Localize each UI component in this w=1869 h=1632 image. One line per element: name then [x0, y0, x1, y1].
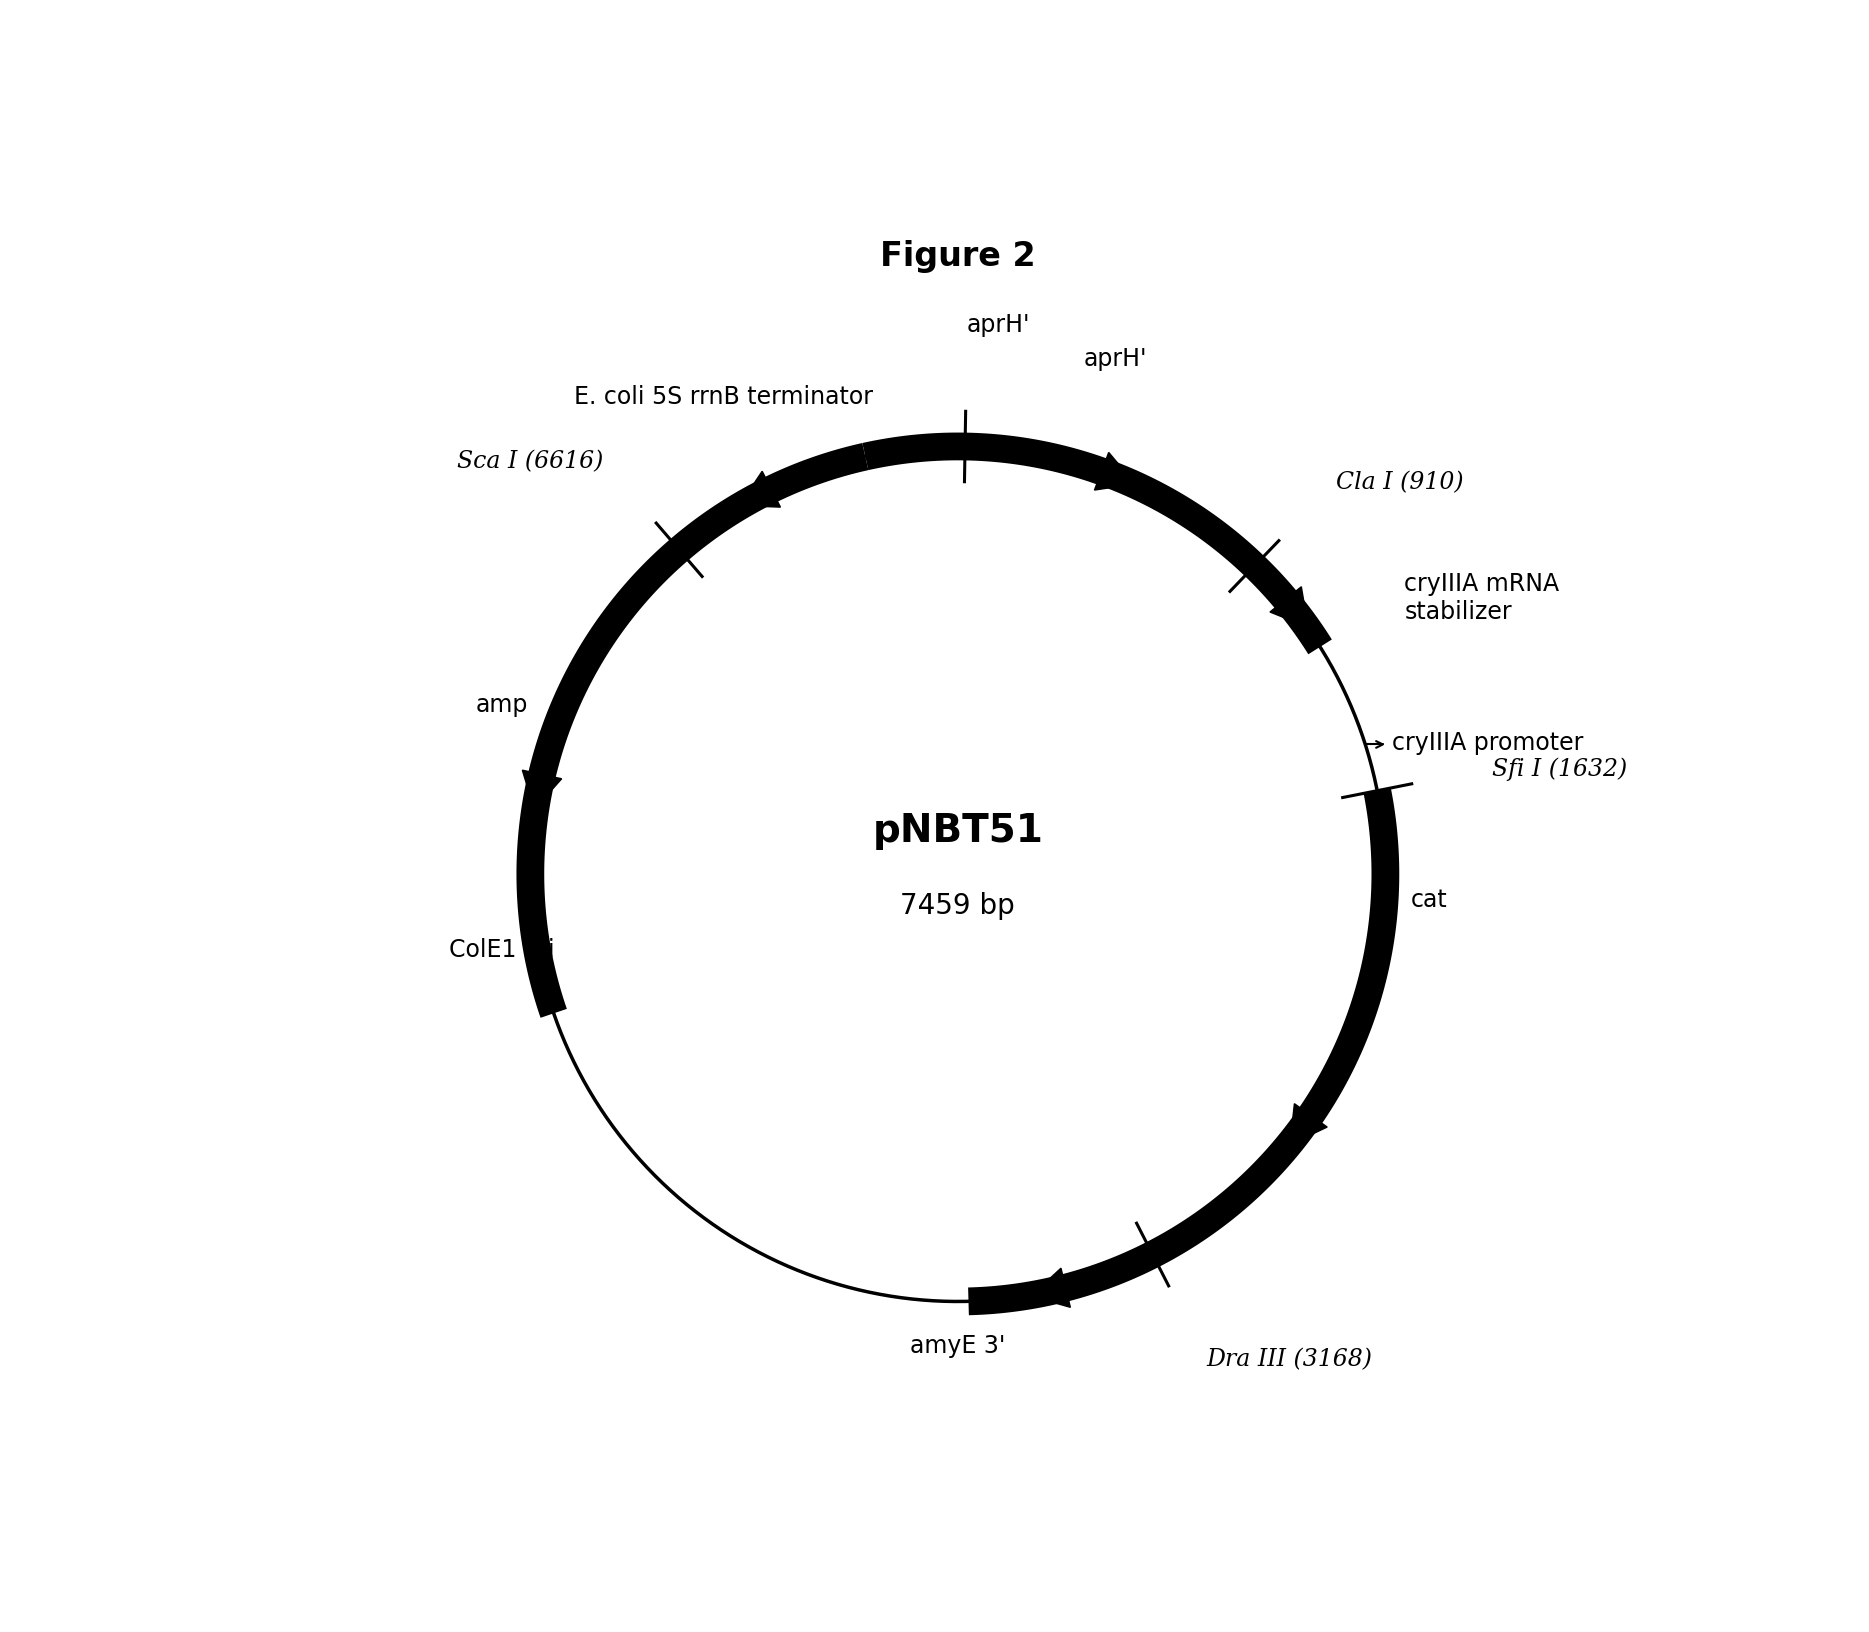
- Text: Dra III (3168): Dra III (3168): [1206, 1348, 1372, 1371]
- Text: Sca I (6616): Sca I (6616): [456, 450, 604, 473]
- Text: amyE 3': amyE 3': [910, 1333, 1006, 1358]
- Text: ColE1 ori: ColE1 ori: [449, 938, 555, 961]
- Polygon shape: [1030, 1268, 1071, 1307]
- Text: 7459 bp: 7459 bp: [901, 891, 1015, 920]
- Text: Sfi I (1632): Sfi I (1632): [1491, 757, 1628, 780]
- Text: Cla I (910): Cla I (910): [1336, 472, 1463, 494]
- Text: E. coli 5S rrnB terminator: E. coli 5S rrnB terminator: [574, 385, 873, 410]
- Polygon shape: [1290, 1103, 1327, 1146]
- Text: amp: amp: [475, 694, 527, 716]
- Polygon shape: [1095, 454, 1134, 491]
- Text: cryIIIA mRNA
stabilizer: cryIIIA mRNA stabilizer: [1404, 573, 1559, 623]
- Text: aprH': aprH': [1084, 348, 1148, 370]
- Polygon shape: [1269, 588, 1308, 628]
- Polygon shape: [740, 472, 781, 508]
- Text: Figure 2: Figure 2: [880, 240, 1035, 273]
- Text: pNBT51: pNBT51: [873, 811, 1043, 849]
- Text: cat: cat: [1411, 888, 1447, 912]
- Text: cryIIIA promoter: cryIIIA promoter: [1392, 731, 1583, 754]
- Text: aprH': aprH': [966, 313, 1030, 336]
- Polygon shape: [521, 770, 563, 809]
